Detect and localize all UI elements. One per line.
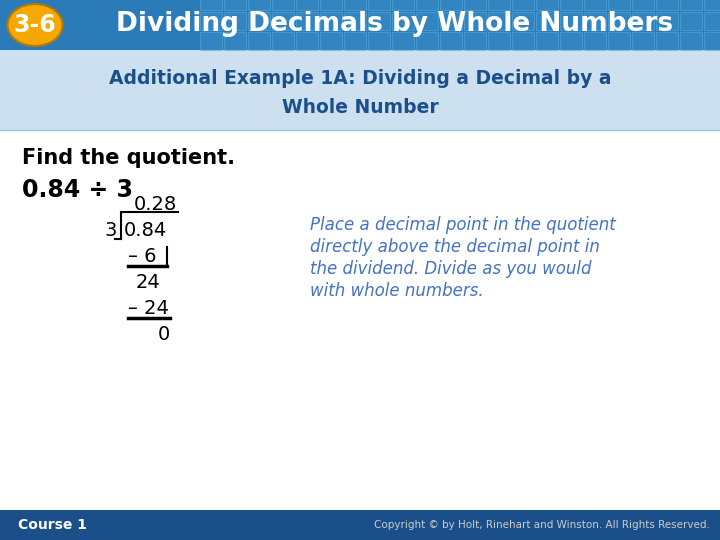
Text: the dividend. Divide as you would: the dividend. Divide as you would	[310, 260, 592, 278]
Text: 3: 3	[105, 220, 117, 240]
Bar	[392, 0, 414, 10]
Text: Copyright © by Holt, Rinehart and Winston. All Rights Reserved.: Copyright © by Holt, Rinehart and Winsto…	[374, 520, 710, 530]
Bar	[464, 0, 486, 10]
Ellipse shape	[7, 4, 63, 46]
Bar	[416, 0, 438, 10]
Bar	[296, 12, 318, 30]
Text: 0.84: 0.84	[124, 220, 167, 240]
Text: – 6: – 6	[128, 246, 156, 266]
Bar	[488, 12, 510, 30]
Bar	[632, 12, 654, 30]
Bar	[272, 12, 294, 30]
Bar	[344, 32, 366, 50]
Text: – 24: – 24	[128, 299, 169, 318]
Bar	[536, 12, 558, 30]
Bar	[416, 32, 438, 50]
Bar	[704, 32, 720, 50]
Bar	[368, 12, 390, 30]
Text: Course 1: Course 1	[18, 518, 87, 532]
Bar	[488, 32, 510, 50]
Bar	[512, 12, 534, 30]
Bar	[200, 32, 222, 50]
Bar	[560, 32, 582, 50]
Text: Place a decimal point in the quotient: Place a decimal point in the quotient	[310, 216, 616, 234]
Bar	[488, 0, 510, 10]
Bar	[464, 12, 486, 30]
Bar	[512, 0, 534, 10]
Bar	[224, 0, 246, 10]
Bar	[608, 12, 630, 30]
Bar	[536, 0, 558, 10]
Bar	[200, 12, 222, 30]
Bar	[248, 12, 270, 30]
Bar	[440, 12, 462, 30]
Bar	[632, 0, 654, 10]
Bar	[248, 32, 270, 50]
Bar	[584, 0, 606, 10]
Bar	[272, 32, 294, 50]
Bar	[320, 32, 342, 50]
Bar	[368, 0, 390, 10]
Bar	[320, 12, 342, 30]
Bar	[224, 12, 246, 30]
Text: Find the quotient.: Find the quotient.	[22, 148, 235, 168]
Bar	[680, 32, 702, 50]
Bar	[0, 50, 720, 130]
Bar	[200, 0, 222, 10]
Bar	[560, 0, 582, 10]
Bar	[0, 510, 720, 540]
Bar	[224, 32, 246, 50]
Bar	[272, 0, 294, 10]
Bar	[512, 32, 534, 50]
Bar	[680, 0, 702, 10]
Bar	[296, 32, 318, 50]
Bar	[608, 0, 630, 10]
Bar	[656, 32, 678, 50]
Bar	[656, 0, 678, 10]
Bar	[392, 12, 414, 30]
Text: 0: 0	[158, 325, 170, 343]
Bar	[704, 12, 720, 30]
Bar	[416, 12, 438, 30]
Bar	[464, 32, 486, 50]
Bar	[392, 32, 414, 50]
Text: Additional Example 1A: Dividing a Decimal by a: Additional Example 1A: Dividing a Decima…	[109, 69, 611, 87]
Bar	[368, 32, 390, 50]
Bar	[296, 0, 318, 10]
Text: Dividing Decimals by Whole Numbers: Dividing Decimals by Whole Numbers	[117, 11, 674, 37]
Bar	[536, 32, 558, 50]
Bar	[656, 12, 678, 30]
Bar	[344, 12, 366, 30]
Bar	[344, 0, 366, 10]
Text: with whole numbers.: with whole numbers.	[310, 282, 484, 300]
Text: 0.28: 0.28	[134, 194, 177, 213]
Bar	[440, 0, 462, 10]
Text: directly above the decimal point in: directly above the decimal point in	[310, 238, 600, 256]
Bar	[560, 12, 582, 30]
Bar	[248, 0, 270, 10]
Text: Whole Number: Whole Number	[282, 98, 438, 117]
Text: 0.84 ÷ 3: 0.84 ÷ 3	[22, 178, 133, 202]
Bar	[584, 12, 606, 30]
Bar	[0, 0, 720, 50]
Text: 24: 24	[135, 273, 160, 292]
Text: 3-6: 3-6	[14, 13, 56, 37]
Bar	[584, 32, 606, 50]
Bar	[632, 32, 654, 50]
Bar	[680, 12, 702, 30]
Bar	[608, 32, 630, 50]
Bar	[704, 0, 720, 10]
Bar	[440, 32, 462, 50]
Bar	[320, 0, 342, 10]
